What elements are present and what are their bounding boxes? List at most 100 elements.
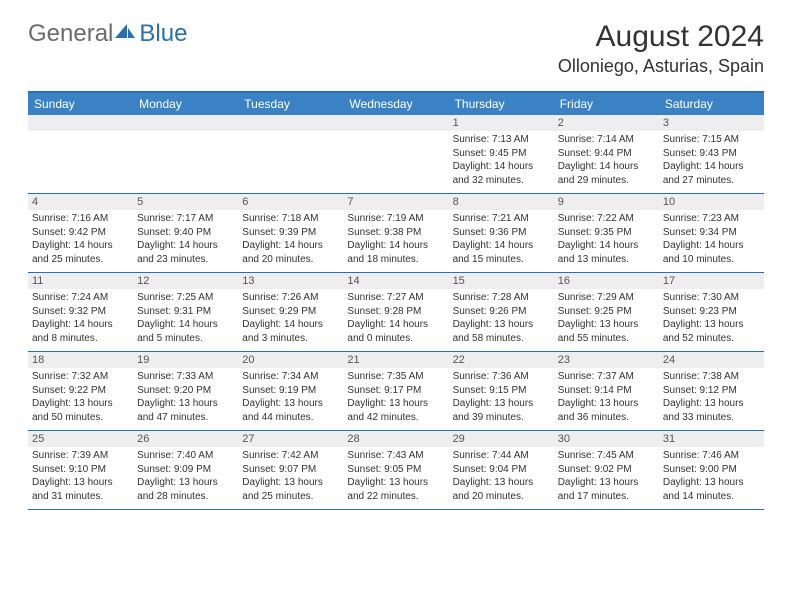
day-cell: 7Sunrise: 7:19 AMSunset: 9:38 PMDaylight…	[343, 194, 448, 272]
sunset-text: Sunset: 9:32 PM	[32, 305, 129, 319]
week-row: 18Sunrise: 7:32 AMSunset: 9:22 PMDayligh…	[28, 352, 764, 431]
day-cell: 5Sunrise: 7:17 AMSunset: 9:40 PMDaylight…	[133, 194, 238, 272]
weeks-container: 1Sunrise: 7:13 AMSunset: 9:45 PMDaylight…	[28, 115, 764, 510]
day-body: Sunrise: 7:30 AMSunset: 9:23 PMDaylight:…	[659, 289, 764, 349]
weekday-thursday: Thursday	[449, 93, 554, 115]
sunset-text: Sunset: 9:19 PM	[242, 384, 339, 398]
sunset-text: Sunset: 9:38 PM	[347, 226, 444, 240]
day-cell	[133, 115, 238, 193]
day-cell: 29Sunrise: 7:44 AMSunset: 9:04 PMDayligh…	[449, 431, 554, 509]
daylight-text: Daylight: 13 hours and 31 minutes.	[32, 476, 129, 503]
day-body: Sunrise: 7:18 AMSunset: 9:39 PMDaylight:…	[238, 210, 343, 270]
day-cell: 21Sunrise: 7:35 AMSunset: 9:17 PMDayligh…	[343, 352, 448, 430]
day-body: Sunrise: 7:36 AMSunset: 9:15 PMDaylight:…	[449, 368, 554, 428]
day-cell: 17Sunrise: 7:30 AMSunset: 9:23 PMDayligh…	[659, 273, 764, 351]
day-cell: 3Sunrise: 7:15 AMSunset: 9:43 PMDaylight…	[659, 115, 764, 193]
day-number: 3	[659, 115, 764, 131]
sunrise-text: Sunrise: 7:38 AM	[663, 370, 760, 384]
day-cell: 13Sunrise: 7:26 AMSunset: 9:29 PMDayligh…	[238, 273, 343, 351]
sunrise-text: Sunrise: 7:21 AM	[453, 212, 550, 226]
day-number: 20	[238, 352, 343, 368]
day-body: Sunrise: 7:19 AMSunset: 9:38 PMDaylight:…	[343, 210, 448, 270]
day-cell: 24Sunrise: 7:38 AMSunset: 9:12 PMDayligh…	[659, 352, 764, 430]
day-number: 10	[659, 194, 764, 210]
day-number: 31	[659, 431, 764, 447]
sunrise-text: Sunrise: 7:24 AM	[32, 291, 129, 305]
day-body: Sunrise: 7:22 AMSunset: 9:35 PMDaylight:…	[554, 210, 659, 270]
day-cell: 28Sunrise: 7:43 AMSunset: 9:05 PMDayligh…	[343, 431, 448, 509]
day-number: 14	[343, 273, 448, 289]
weekday-tuesday: Tuesday	[238, 93, 343, 115]
sunset-text: Sunset: 9:25 PM	[558, 305, 655, 319]
day-number: 24	[659, 352, 764, 368]
daylight-text: Daylight: 14 hours and 20 minutes.	[242, 239, 339, 266]
day-number: 27	[238, 431, 343, 447]
sunrise-text: Sunrise: 7:45 AM	[558, 449, 655, 463]
day-cell: 10Sunrise: 7:23 AMSunset: 9:34 PMDayligh…	[659, 194, 764, 272]
daylight-text: Daylight: 14 hours and 25 minutes.	[32, 239, 129, 266]
day-number: 22	[449, 352, 554, 368]
sunrise-text: Sunrise: 7:46 AM	[663, 449, 760, 463]
daylight-text: Daylight: 14 hours and 0 minutes.	[347, 318, 444, 345]
daylight-text: Daylight: 13 hours and 50 minutes.	[32, 397, 129, 424]
day-cell: 31Sunrise: 7:46 AMSunset: 9:00 PMDayligh…	[659, 431, 764, 509]
sunset-text: Sunset: 9:23 PM	[663, 305, 760, 319]
sunrise-text: Sunrise: 7:37 AM	[558, 370, 655, 384]
daylight-text: Daylight: 14 hours and 15 minutes.	[453, 239, 550, 266]
day-cell	[238, 115, 343, 193]
day-cell: 26Sunrise: 7:40 AMSunset: 9:09 PMDayligh…	[133, 431, 238, 509]
day-body: Sunrise: 7:27 AMSunset: 9:28 PMDaylight:…	[343, 289, 448, 349]
day-number: 11	[28, 273, 133, 289]
sunrise-text: Sunrise: 7:32 AM	[32, 370, 129, 384]
sunrise-text: Sunrise: 7:13 AM	[453, 133, 550, 147]
daylight-text: Daylight: 13 hours and 36 minutes.	[558, 397, 655, 424]
day-body: Sunrise: 7:34 AMSunset: 9:19 PMDaylight:…	[238, 368, 343, 428]
day-cell: 4Sunrise: 7:16 AMSunset: 9:42 PMDaylight…	[28, 194, 133, 272]
day-body	[343, 131, 448, 137]
sunset-text: Sunset: 9:02 PM	[558, 463, 655, 477]
daylight-text: Daylight: 14 hours and 5 minutes.	[137, 318, 234, 345]
day-number: 16	[554, 273, 659, 289]
day-number: 28	[343, 431, 448, 447]
daylight-text: Daylight: 14 hours and 29 minutes.	[558, 160, 655, 187]
logo-text-blue: Blue	[139, 20, 187, 48]
day-body: Sunrise: 7:44 AMSunset: 9:04 PMDaylight:…	[449, 447, 554, 507]
day-body: Sunrise: 7:42 AMSunset: 9:07 PMDaylight:…	[238, 447, 343, 507]
location-label: Olloniego, Asturias, Spain	[558, 56, 764, 77]
sunrise-text: Sunrise: 7:15 AM	[663, 133, 760, 147]
sunrise-text: Sunrise: 7:27 AM	[347, 291, 444, 305]
day-cell: 20Sunrise: 7:34 AMSunset: 9:19 PMDayligh…	[238, 352, 343, 430]
logo-text-general: General	[28, 20, 113, 48]
sunrise-text: Sunrise: 7:28 AM	[453, 291, 550, 305]
sunrise-text: Sunrise: 7:18 AM	[242, 212, 339, 226]
day-cell: 11Sunrise: 7:24 AMSunset: 9:32 PMDayligh…	[28, 273, 133, 351]
day-number: 12	[133, 273, 238, 289]
day-cell: 22Sunrise: 7:36 AMSunset: 9:15 PMDayligh…	[449, 352, 554, 430]
daylight-text: Daylight: 14 hours and 18 minutes.	[347, 239, 444, 266]
day-number: 2	[554, 115, 659, 131]
day-body: Sunrise: 7:23 AMSunset: 9:34 PMDaylight:…	[659, 210, 764, 270]
day-body: Sunrise: 7:29 AMSunset: 9:25 PMDaylight:…	[554, 289, 659, 349]
sunset-text: Sunset: 9:45 PM	[453, 147, 550, 161]
day-body: Sunrise: 7:21 AMSunset: 9:36 PMDaylight:…	[449, 210, 554, 270]
day-body: Sunrise: 7:38 AMSunset: 9:12 PMDaylight:…	[659, 368, 764, 428]
sunrise-text: Sunrise: 7:16 AM	[32, 212, 129, 226]
daylight-text: Daylight: 14 hours and 10 minutes.	[663, 239, 760, 266]
day-number: 6	[238, 194, 343, 210]
sunrise-text: Sunrise: 7:43 AM	[347, 449, 444, 463]
day-number: 23	[554, 352, 659, 368]
sunset-text: Sunset: 9:09 PM	[137, 463, 234, 477]
day-cell: 8Sunrise: 7:21 AMSunset: 9:36 PMDaylight…	[449, 194, 554, 272]
daylight-text: Daylight: 13 hours and 25 minutes.	[242, 476, 339, 503]
day-number	[28, 115, 133, 131]
sunset-text: Sunset: 9:10 PM	[32, 463, 129, 477]
day-cell	[343, 115, 448, 193]
sunset-text: Sunset: 9:00 PM	[663, 463, 760, 477]
sunset-text: Sunset: 9:35 PM	[558, 226, 655, 240]
weekday-monday: Monday	[133, 93, 238, 115]
day-cell: 25Sunrise: 7:39 AMSunset: 9:10 PMDayligh…	[28, 431, 133, 509]
day-number: 25	[28, 431, 133, 447]
week-row: 1Sunrise: 7:13 AMSunset: 9:45 PMDaylight…	[28, 115, 764, 194]
sunrise-text: Sunrise: 7:35 AM	[347, 370, 444, 384]
day-body: Sunrise: 7:16 AMSunset: 9:42 PMDaylight:…	[28, 210, 133, 270]
